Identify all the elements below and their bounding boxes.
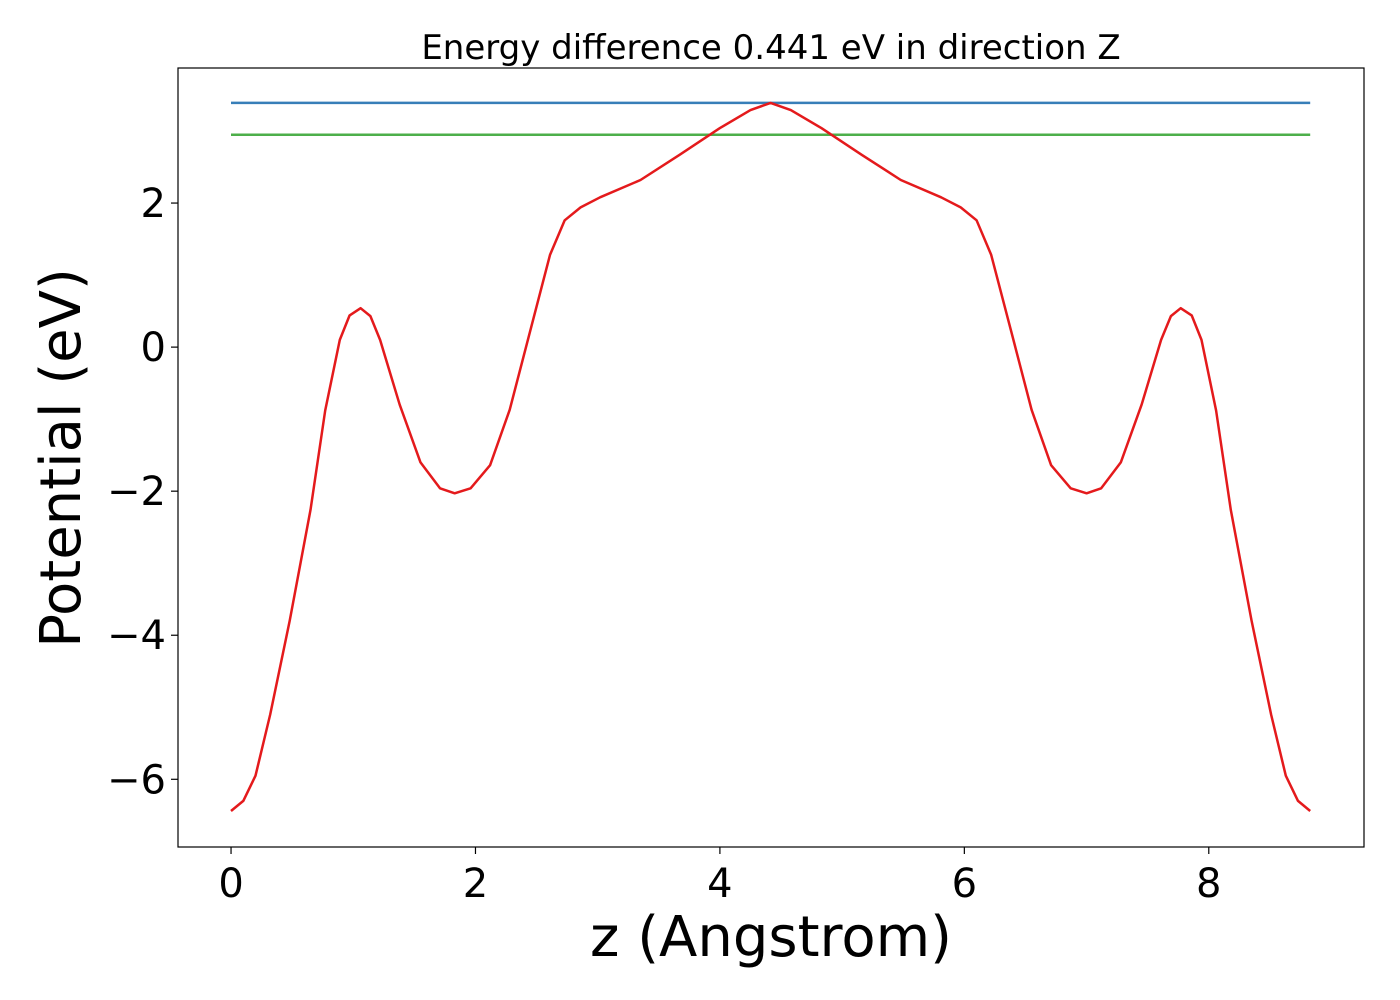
y-tick-label: −6 xyxy=(107,757,166,803)
plot-area xyxy=(230,101,1311,812)
x-tick-label: 0 xyxy=(218,861,243,907)
y-tick-label: −4 xyxy=(107,613,166,659)
x-tick-label: 4 xyxy=(707,861,732,907)
x-tick-label: 6 xyxy=(952,861,977,907)
y-axis: −6 −4 −2 0 2 xyxy=(107,181,178,803)
y-axis-label: Potential (eV) xyxy=(29,268,94,648)
axes-frame xyxy=(177,67,1365,848)
y-tick-label: 2 xyxy=(141,181,166,227)
y-tick-label: −2 xyxy=(107,469,166,515)
x-axis-label: z (Angstrom) xyxy=(590,905,952,970)
series-line-potential xyxy=(230,101,1311,812)
chart-title: Energy difference 0.441 eV in direction … xyxy=(421,28,1120,68)
y-tick-label: 0 xyxy=(141,325,166,371)
x-axis: 0 2 4 6 8 xyxy=(218,847,1222,907)
x-tick-label: 8 xyxy=(1196,861,1221,907)
x-tick-label: 2 xyxy=(463,861,488,907)
